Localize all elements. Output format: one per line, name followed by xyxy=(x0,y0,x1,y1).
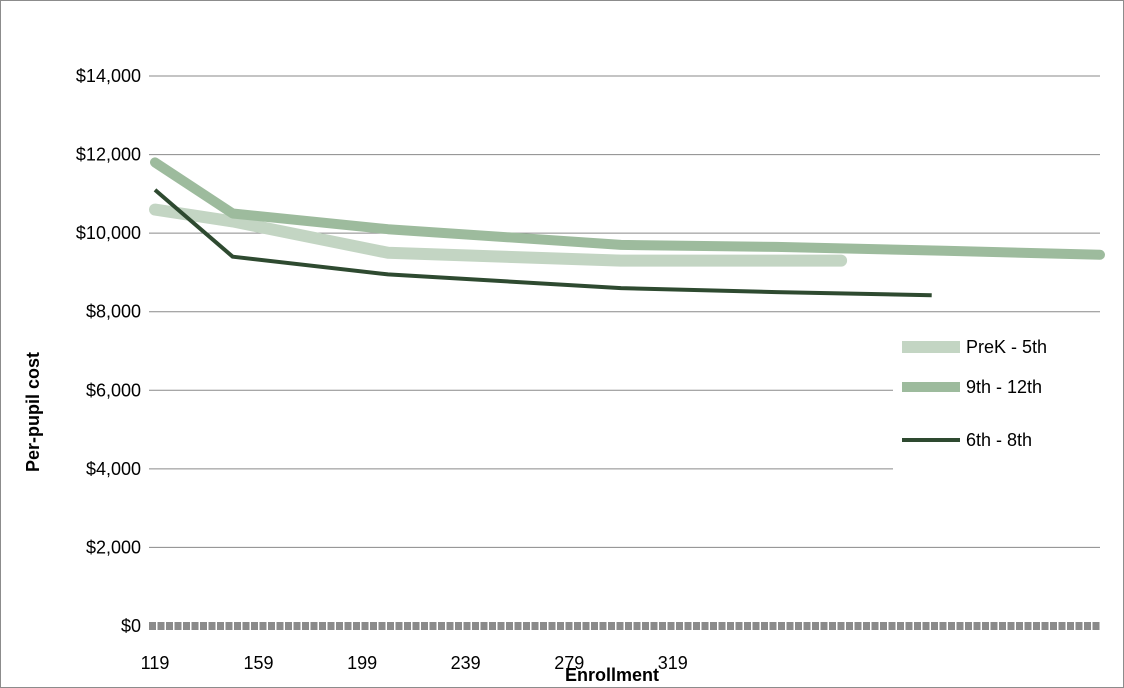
x-tick-label: 319 xyxy=(658,653,688,673)
y-tick-label: $2,000 xyxy=(86,537,141,557)
series-lines xyxy=(149,157,1105,298)
y-tick-label: $4,000 xyxy=(86,459,141,479)
x-tick-label: 279 xyxy=(554,653,584,673)
x-tick-label: 119 xyxy=(141,653,170,673)
y-tick-label: $6,000 xyxy=(86,380,141,400)
x-tick-label: 239 xyxy=(451,653,481,673)
x-axis-title: Enrollment xyxy=(565,665,659,685)
y-tick-label: $10,000 xyxy=(76,223,141,243)
legend-label: 9th - 12th xyxy=(966,377,1042,397)
y-axis-title: Per-pupil cost xyxy=(23,352,43,472)
x-tick-labels: 119 159 199 239 279 319 xyxy=(141,653,688,673)
legend-label: 6th - 8th xyxy=(966,430,1032,450)
y-tick-labels: $0 $2,000 $4,000 $6,000 $8,000 $10,000 $12,000… xyxy=(76,66,141,636)
series-line-1 xyxy=(149,203,848,267)
y-tick-label: $0 xyxy=(121,616,141,636)
y-tick-label: $14,000 xyxy=(76,66,141,86)
series-line-2 xyxy=(150,157,1105,260)
y-tick-label: $8,000 xyxy=(86,302,141,322)
legend: PreK - 5th 9th - 12th 6th - 8th xyxy=(893,316,1100,476)
series-line-3 xyxy=(153,188,932,298)
x-tick-label: 199 xyxy=(347,653,377,673)
legend-label: PreK - 5th xyxy=(966,337,1047,357)
x-tick-label: 159 xyxy=(244,653,274,673)
gridlines xyxy=(149,75,1100,548)
y-tick-label: $12,000 xyxy=(76,145,141,165)
